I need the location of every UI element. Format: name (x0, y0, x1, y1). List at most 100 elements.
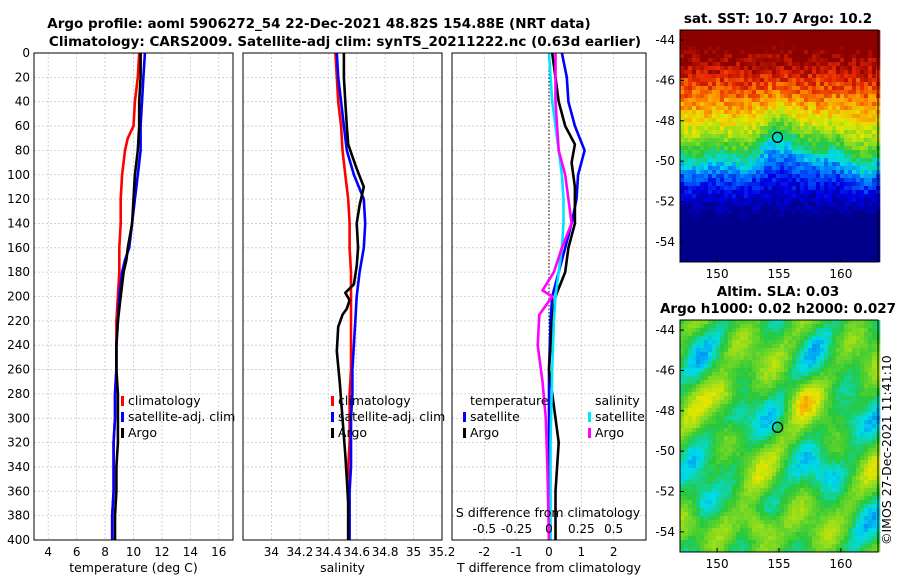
map-cell (868, 142, 872, 146)
map-cell (744, 182, 748, 186)
map-cell (764, 210, 768, 214)
map-cell (696, 424, 700, 428)
map-cell (820, 246, 824, 250)
map-cell (688, 206, 692, 210)
map-cell (732, 78, 736, 82)
map-cell (804, 202, 808, 206)
map-cell (780, 166, 784, 170)
map-cell (864, 238, 868, 242)
map-cell (800, 30, 804, 34)
map-cell (824, 214, 828, 218)
map-cell (752, 50, 756, 54)
map-cell (744, 348, 748, 352)
map-cell (836, 400, 840, 404)
map-cell (868, 456, 872, 460)
map-cell (700, 336, 704, 340)
map-cell (792, 42, 796, 46)
map-cell (780, 226, 784, 230)
map-cell (828, 250, 832, 254)
map-cell (752, 82, 756, 86)
map-cell (700, 444, 704, 448)
map-cell (680, 372, 684, 376)
map-cell (792, 114, 796, 118)
map-cell (788, 158, 792, 162)
map-cell (732, 380, 736, 384)
map-cell (684, 226, 688, 230)
map-cell (712, 222, 716, 226)
map-cell (836, 118, 840, 122)
map-cell (788, 174, 792, 178)
map-cell (812, 412, 816, 416)
map-cell (796, 420, 800, 424)
map-cell (816, 396, 820, 400)
map-cell (828, 66, 832, 70)
map-cell (680, 468, 684, 472)
map-cell (684, 162, 688, 166)
map-cell (820, 94, 824, 98)
map-cell (696, 364, 700, 368)
map-cell (768, 42, 772, 46)
map-cell (816, 38, 820, 42)
map-cell (784, 254, 788, 258)
map-cell (828, 42, 832, 46)
map-cell (740, 190, 744, 194)
map-cell (760, 198, 764, 202)
map-cell (732, 58, 736, 62)
map-cell (760, 384, 764, 388)
map-cell (816, 412, 820, 416)
map-cell (688, 360, 692, 364)
map-cell (788, 182, 792, 186)
map-cell (720, 150, 724, 154)
map-cell (732, 230, 736, 234)
map-cell (868, 130, 872, 134)
map-cell (820, 62, 824, 66)
map-cell (812, 428, 816, 432)
x-axis-label: T difference from climatology (456, 560, 642, 575)
map-cell (736, 404, 740, 408)
map-cell (696, 468, 700, 472)
map-cell (764, 134, 768, 138)
y-tick-label: 340 (7, 460, 30, 474)
map-cell (864, 194, 868, 198)
map-cell (680, 186, 684, 190)
map-cell (836, 34, 840, 38)
map-cell (840, 186, 844, 190)
map-cell (868, 360, 872, 364)
map-cell (808, 344, 812, 348)
map-cell (844, 58, 848, 62)
map-cell (772, 82, 776, 86)
map-cell (860, 142, 864, 146)
map-cell (776, 202, 780, 206)
map-cell (752, 142, 756, 146)
map-cell (860, 46, 864, 50)
map-cell (860, 186, 864, 190)
map-cell (716, 400, 720, 404)
map-cell (692, 206, 696, 210)
map-cell (752, 356, 756, 360)
map-cell (868, 444, 872, 448)
map-cell (756, 170, 760, 174)
map-cell (808, 404, 812, 408)
map-cell (780, 352, 784, 356)
map-cell (812, 90, 816, 94)
map-cell (832, 170, 836, 174)
map-cell (828, 178, 832, 182)
map-cell (856, 356, 860, 360)
map-cell (796, 328, 800, 332)
map-cell (872, 380, 876, 384)
map-cell (816, 368, 820, 372)
map-cell (740, 206, 744, 210)
map-cell (808, 360, 812, 364)
map-cell (700, 424, 704, 428)
map-cell (836, 448, 840, 452)
map-cell (760, 46, 764, 50)
map-cell (816, 384, 820, 388)
map-cell (760, 142, 764, 146)
map-cell (812, 460, 816, 464)
map-cell (816, 242, 820, 246)
map-cell (780, 436, 784, 440)
map-cell (772, 186, 776, 190)
map-cell (724, 174, 728, 178)
map-cell (768, 94, 772, 98)
map-cell (824, 194, 828, 198)
